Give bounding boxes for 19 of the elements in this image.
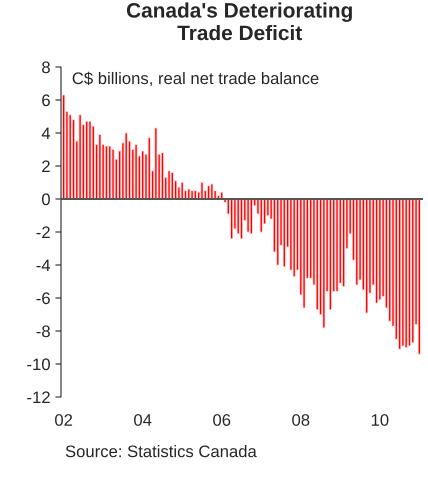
y-tick-label: 4 [42, 128, 50, 140]
y-tick-label: -10 [27, 358, 50, 370]
x-tick-label: 04 [134, 414, 152, 426]
source-note: Source: Statistics Canada [66, 445, 257, 458]
y-tick-label: 6 [42, 94, 50, 106]
chart-title: Canada's Deteriorating Trade Deficit [126, 2, 352, 40]
y-tick-label: -2 [36, 226, 50, 238]
x-tick-label: 06 [213, 414, 230, 426]
chart-subtitle: C$ billions, real net trade balance [72, 72, 318, 86]
x-tick-label: 08 [292, 414, 310, 426]
x-tick-label: 10 [372, 414, 388, 426]
y-tick-label: -6 [36, 292, 50, 304]
y-tick-label: 0 [42, 193, 50, 206]
y-tick-label: -4 [36, 260, 50, 272]
y-tick-label: -8 [36, 325, 50, 338]
x-tick-label: 02 [55, 414, 72, 426]
y-tick-label: 2 [42, 160, 50, 172]
y-tick-label: -12 [27, 391, 50, 404]
y-tick-label: 8 [42, 61, 50, 74]
